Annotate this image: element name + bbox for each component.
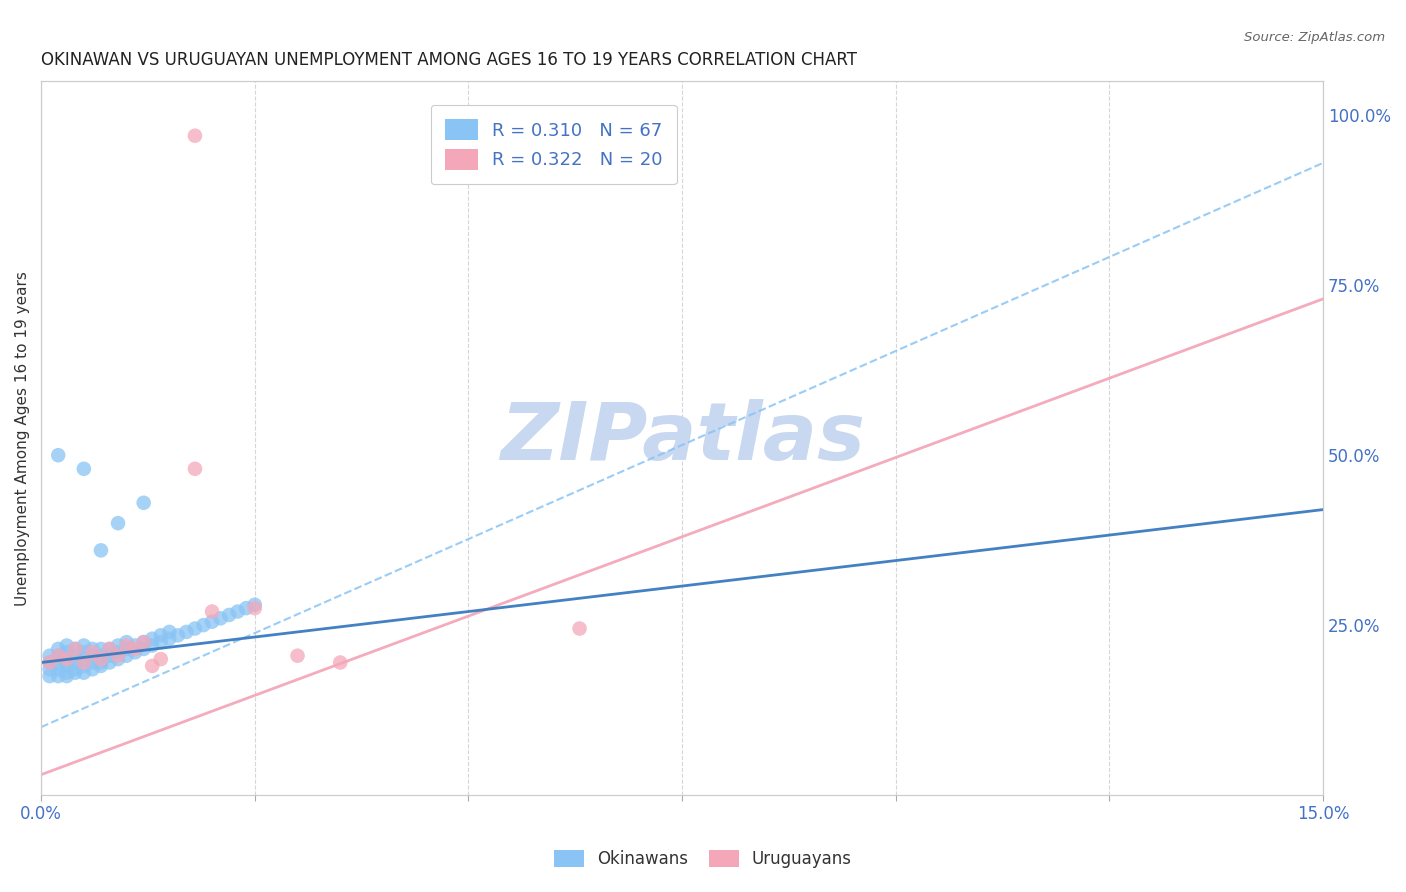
Point <box>65 648 87 663</box>
Point <box>124 645 146 659</box>
Point <box>243 598 266 612</box>
Point <box>65 641 87 656</box>
Point <box>157 632 180 646</box>
Point <box>90 641 112 656</box>
Point <box>82 645 104 659</box>
Point <box>38 662 60 676</box>
Point <box>235 601 257 615</box>
Point <box>55 639 77 653</box>
Point <box>157 624 180 639</box>
Point <box>107 648 129 663</box>
Text: OKINAWAN VS URUGUAYAN UNEMPLOYMENT AMONG AGES 16 TO 19 YEARS CORRELATION CHART: OKINAWAN VS URUGUAYAN UNEMPLOYMENT AMONG… <box>41 51 858 69</box>
Point <box>201 615 224 629</box>
Point <box>90 656 112 670</box>
Point <box>568 622 591 636</box>
Point <box>46 648 69 663</box>
Point <box>98 648 121 663</box>
Point <box>329 656 352 670</box>
Point <box>55 652 77 666</box>
Point <box>218 607 240 622</box>
Point <box>176 624 198 639</box>
Point <box>184 128 207 143</box>
Text: ZIPatlas: ZIPatlas <box>499 400 865 477</box>
Point <box>226 605 249 619</box>
Y-axis label: Unemployment Among Ages 16 to 19 years: Unemployment Among Ages 16 to 19 years <box>15 271 30 606</box>
Point <box>38 656 60 670</box>
Point <box>46 669 69 683</box>
Point <box>209 611 232 625</box>
Point <box>115 635 138 649</box>
Point <box>73 639 96 653</box>
Point <box>115 639 138 653</box>
Point <box>46 448 69 462</box>
Point <box>167 628 190 642</box>
Point <box>73 656 96 670</box>
Point <box>184 462 207 476</box>
Point <box>90 648 112 663</box>
Point <box>55 659 77 673</box>
Point <box>107 645 129 659</box>
Point <box>90 543 112 558</box>
Point <box>124 639 146 653</box>
Point <box>73 659 96 673</box>
Point <box>149 628 172 642</box>
Point <box>141 659 163 673</box>
Point <box>38 656 60 670</box>
Point <box>38 669 60 683</box>
Point <box>65 662 87 676</box>
Point <box>107 516 129 531</box>
Point <box>115 641 138 656</box>
Point <box>98 641 121 656</box>
Point <box>243 601 266 615</box>
Point <box>55 669 77 683</box>
Point <box>65 641 87 656</box>
Point <box>73 462 96 476</box>
Point <box>82 641 104 656</box>
Point <box>149 635 172 649</box>
Point <box>82 662 104 676</box>
Point <box>141 639 163 653</box>
Point <box>55 652 77 666</box>
Point <box>98 641 121 656</box>
Point <box>38 648 60 663</box>
Point <box>124 641 146 656</box>
Point <box>149 652 172 666</box>
Point <box>46 656 69 670</box>
Point <box>46 641 69 656</box>
Point <box>55 645 77 659</box>
Point <box>132 635 155 649</box>
Point <box>46 648 69 663</box>
Point <box>65 656 87 670</box>
Point <box>141 632 163 646</box>
Point <box>98 656 121 670</box>
Point <box>132 641 155 656</box>
Point <box>73 665 96 680</box>
Point <box>82 648 104 663</box>
Point <box>90 659 112 673</box>
Point <box>65 665 87 680</box>
Point <box>193 618 215 632</box>
Legend: Okinawans, Uruguayans: Okinawans, Uruguayans <box>547 843 859 875</box>
Point <box>184 622 207 636</box>
Point <box>132 496 155 510</box>
Legend: R = 0.310   N = 67, R = 0.322   N = 20: R = 0.310 N = 67, R = 0.322 N = 20 <box>430 104 678 185</box>
Point <box>90 652 112 666</box>
Point <box>132 635 155 649</box>
Point <box>107 652 129 666</box>
Point <box>287 648 309 663</box>
Point <box>82 656 104 670</box>
Point <box>46 662 69 676</box>
Point <box>201 605 224 619</box>
Point <box>73 652 96 666</box>
Point <box>55 665 77 680</box>
Point <box>73 645 96 659</box>
Text: Source: ZipAtlas.com: Source: ZipAtlas.com <box>1244 31 1385 45</box>
Point <box>115 648 138 663</box>
Point <box>107 639 129 653</box>
